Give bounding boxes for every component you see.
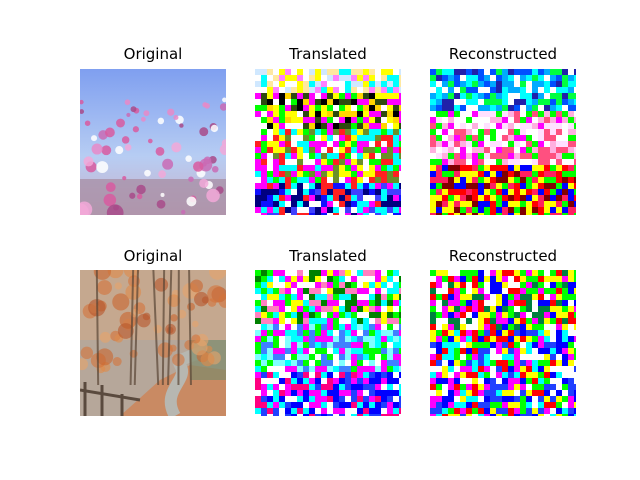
flower-field-image — [80, 69, 226, 215]
reconstructed-image-2 — [430, 270, 576, 416]
translated-image-1 — [255, 69, 401, 215]
reconstructed-image-1 — [430, 69, 576, 215]
title-r2-reconstructed: Reconstructed — [448, 247, 558, 265]
autumn-path-image — [80, 270, 226, 416]
title-r1-reconstructed: Reconstructed — [448, 45, 558, 63]
title-r2-original: Original — [123, 247, 183, 265]
title-r2-translated: Translated — [289, 247, 367, 265]
title-r1-original: Original — [123, 45, 183, 63]
title-r1-translated: Translated — [289, 45, 367, 63]
translated-image-2 — [255, 270, 401, 416]
